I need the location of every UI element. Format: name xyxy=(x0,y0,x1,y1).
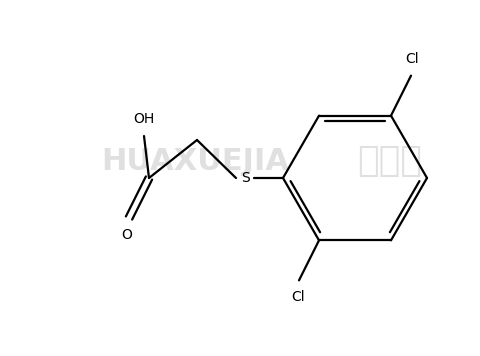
Text: S: S xyxy=(240,171,250,185)
Text: OH: OH xyxy=(133,112,155,126)
Text: 化学加: 化学加 xyxy=(358,144,422,178)
Text: Cl: Cl xyxy=(405,52,419,66)
Text: HUAXUEJIA: HUAXUEJIA xyxy=(101,147,289,176)
Text: Cl: Cl xyxy=(291,290,305,304)
Text: O: O xyxy=(121,228,132,242)
